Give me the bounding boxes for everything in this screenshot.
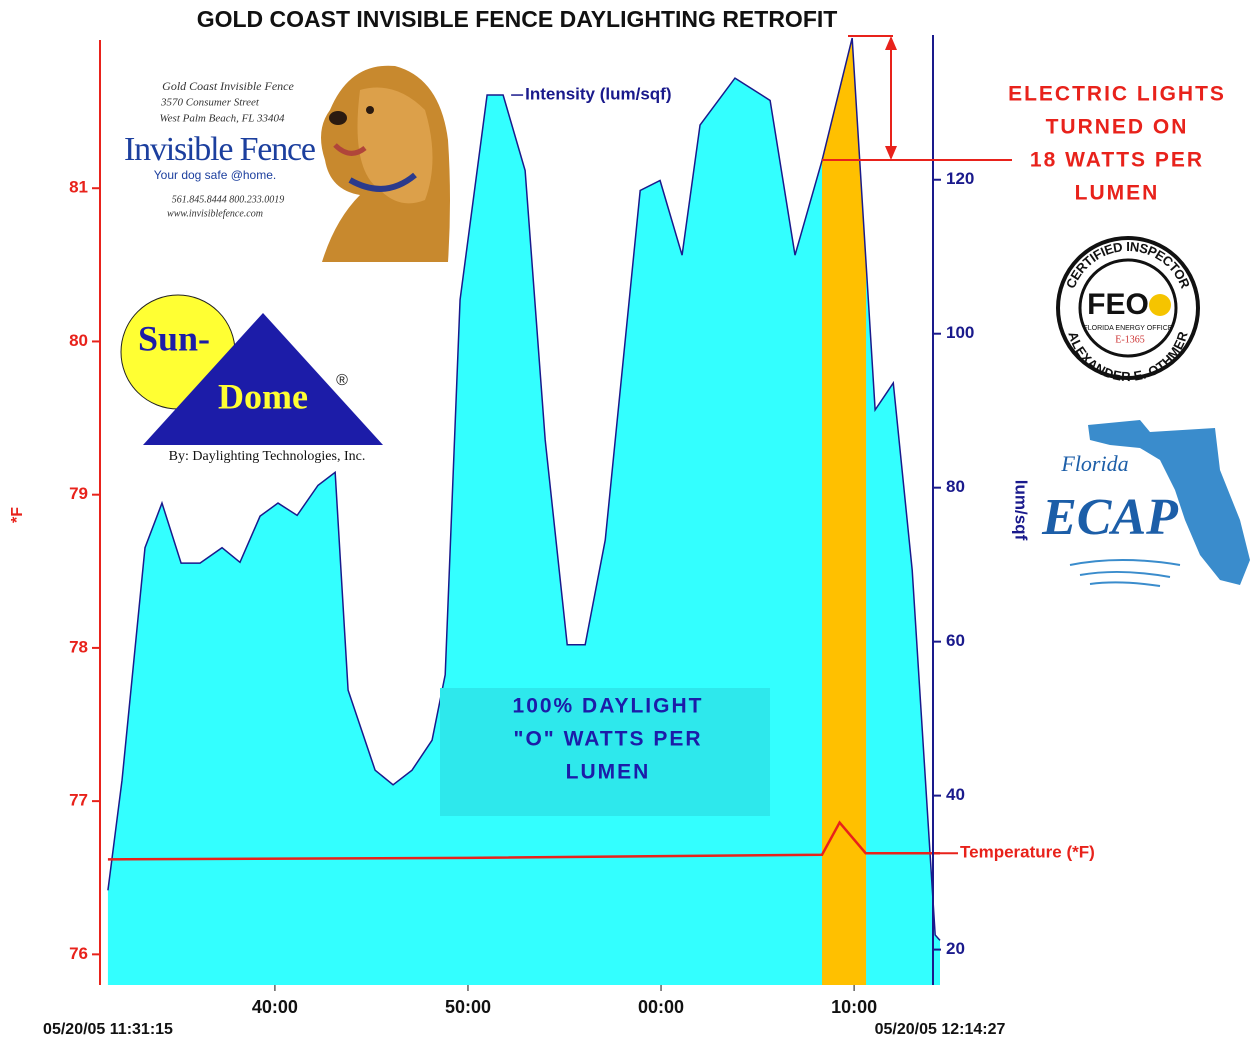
- note-line: ELECTRIC LIGHTS: [1008, 83, 1226, 106]
- logo-text: Gold Coast Invisible Fence: [162, 79, 294, 93]
- series-label: Temperature (*F): [960, 843, 1095, 862]
- note-line: 100% DAYLIGHT: [513, 695, 704, 718]
- logo-text: West Palm Beach, FL 33404: [160, 113, 285, 125]
- y2-tick-label: 120: [946, 169, 974, 188]
- logo-text: FEO: [1087, 288, 1149, 321]
- x-tick-label: 50:00: [445, 997, 491, 1017]
- logo-text: Sun-: [138, 318, 210, 358]
- logo-text: Florida: [1060, 451, 1128, 476]
- logo-text: 561.845.8444 800.233.0019: [172, 194, 285, 205]
- x-end-label: 05/20/05 12:14:27: [875, 1021, 1006, 1038]
- logo-text: 3570 Consumer Street: [160, 97, 260, 109]
- y-tick-label: 76: [69, 944, 88, 963]
- y2-tick-label: 80: [946, 477, 965, 496]
- y-axis-title: *F: [9, 507, 26, 523]
- y2-tick-label: 100: [946, 323, 974, 342]
- invisible-fence-logo: Gold Coast Invisible Fence 3570 Consumer…: [124, 65, 450, 262]
- sun-dome-logo: Sun- Dome ® By: Daylighting Technologies…: [120, 294, 383, 464]
- x-tick-label: 10:00: [831, 997, 877, 1017]
- arrow-head: [885, 36, 897, 50]
- logo-text: www.invisiblefence.com: [167, 208, 263, 219]
- logo-text: FLORIDA ENERGY OFFICE: [1084, 325, 1173, 332]
- y-tick-label: 79: [69, 484, 88, 503]
- feo-seal: CERTIFIED INSPECTOR ALEXANDER E. OTHMER …: [1056, 236, 1200, 385]
- arrow-head: [885, 146, 897, 160]
- x-start-label: 05/20/05 11:31:15: [43, 1021, 173, 1038]
- note-box: [440, 688, 770, 816]
- note-line: "O" WATTS PER: [513, 728, 702, 751]
- chart-title: GOLD COAST INVISIBLE FENCE DAYLIGHTING R…: [197, 6, 838, 32]
- logo-text: E-1365: [1115, 334, 1144, 345]
- dog-image: [321, 65, 450, 262]
- y2-axis-title: lum/sqf: [1012, 480, 1031, 541]
- logo-text: By: Daylighting Technologies, Inc.: [169, 449, 366, 464]
- y-tick-label: 81: [69, 178, 88, 197]
- note-line: 18 WATTS PER: [1030, 149, 1204, 172]
- logo-text: Invisible Fence: [124, 131, 316, 168]
- logo-text: Your dog safe @home.: [154, 168, 276, 182]
- note-line: LUMEN: [1075, 182, 1160, 205]
- logo-text: ®: [336, 372, 348, 389]
- x-tick-label: 40:00: [252, 997, 298, 1017]
- note-line: TURNED ON: [1046, 116, 1189, 139]
- y2-tick-label: 20: [946, 939, 965, 958]
- ecap-logo: Florida ECAP: [1041, 420, 1250, 587]
- logo-text: ECAP: [1041, 489, 1179, 546]
- note-line: LUMEN: [566, 761, 651, 784]
- y-tick-label: 80: [69, 331, 88, 350]
- y-tick-label: 77: [69, 791, 88, 810]
- y-tick-label: 78: [69, 637, 88, 656]
- series-label: Intensity (lum/sqf): [525, 85, 671, 104]
- x-tick-label: 00:00: [638, 997, 684, 1017]
- logo-text: Dome: [218, 376, 308, 416]
- series-line: [107, 820, 940, 861]
- y2-tick-label: 40: [946, 785, 965, 804]
- electric-note: ELECTRIC LIGHTS TURNED ON 18 WATTS PER LUME…: [1008, 83, 1226, 205]
- y2-tick-label: 60: [946, 631, 965, 650]
- plot: Intensity (lum/sqf) Temperature (*F) 76 77 7…: [69, 35, 1095, 1017]
- daylight-note: 100% DAYLIGHT "O" WATTS PER LUMEN: [513, 695, 704, 784]
- area-line: [107, 37, 941, 941]
